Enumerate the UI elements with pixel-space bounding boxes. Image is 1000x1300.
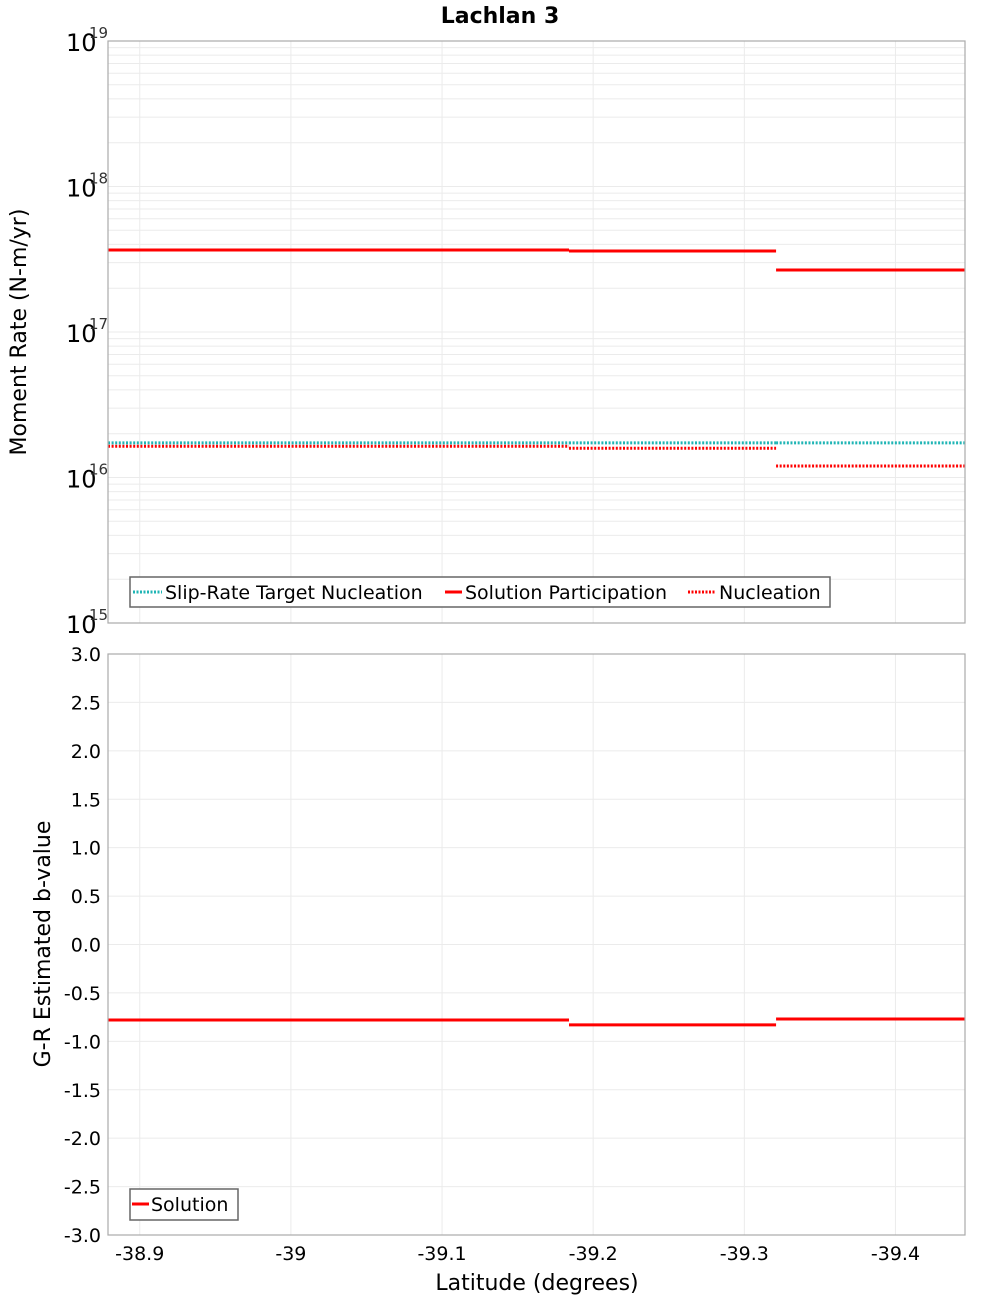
top-gridlines [108,41,965,624]
x-tick-label: -38.9 [115,1243,164,1265]
chart-title: Lachlan 3 [441,4,560,29]
legend-label-solution: Solution [151,1194,228,1216]
y-tick-label: 10 [66,466,97,494]
y-tick-exponent: 16 [89,461,108,479]
y-tick-label: 1.5 [71,789,101,811]
x-tick-label: -39.2 [569,1243,618,1265]
bottom-legend: Solution [129,1188,239,1221]
y-tick-label: 2.0 [71,741,101,763]
y-tick-exponent: 18 [89,170,108,188]
x-tick-label: -39 [275,1243,306,1265]
bottom-y-axis-ticks: 3.0 2.5 2.0 1.5 1.0 0.5 0.0 -0.5 -1.0 -1.5 -2.0 -2.… [64,644,101,1247]
bottom-y-axis-label: G-R Estimated b-value [31,821,56,1068]
x-tick-label: -39.4 [871,1243,920,1265]
x-tick-label: -39.3 [720,1243,769,1265]
top-series-lines [108,248,965,468]
y-tick-label: 0.5 [71,886,101,908]
bottom-plot-frame [107,653,966,1236]
y-tick-label: 10 [66,320,97,348]
y-tick-label: -1.0 [64,1031,101,1053]
y-tick-label: 2.5 [71,692,101,714]
y-tick-exponent: 15 [89,606,108,624]
top-y-axis-label: Moment Rate (N-m/yr) [7,209,32,456]
top-legend: Slip-Rate Target Nucleation Solution Par… [129,576,831,608]
y-tick-label: -2.0 [64,1128,101,1150]
y-tick-label: 1.0 [71,838,101,860]
y-tick-exponent: 19 [89,24,108,42]
x-tick-label: -39.1 [417,1243,466,1265]
y-tick-label: -1.5 [64,1080,101,1102]
x-axis-label: Latitude (degrees) [435,1271,638,1296]
y-tick-label: 10 [66,29,97,57]
y-tick-label: 10 [66,611,97,639]
y-tick-label: 3.0 [71,644,101,666]
bottom-series-lines [108,1017,965,1027]
top-plot-frame [107,40,966,624]
legend-label-solution-participation: Solution Participation [465,582,667,604]
y-tick-label: -0.5 [64,983,101,1005]
legend-label-nucleation: Nucleation [719,582,821,604]
y-tick-label: 0.0 [71,935,101,957]
y-tick-label: -2.5 [64,1177,101,1199]
y-tick-label: -3.0 [64,1225,101,1247]
b-value-plot: 3.0 2.5 2.0 1.5 1.0 0.5 0.0 -0.5 -1.0 -1.5 -2.0 -2.… [31,644,966,1247]
y-tick-exponent: 17 [89,315,108,333]
x-axis-ticks: -38.9 -39 -39.1 -39.2 -39.3 -39.4 [115,1243,920,1265]
legend-label-slip-rate: Slip-Rate Target Nucleation [165,582,423,604]
y-tick-label: 10 [66,175,97,203]
